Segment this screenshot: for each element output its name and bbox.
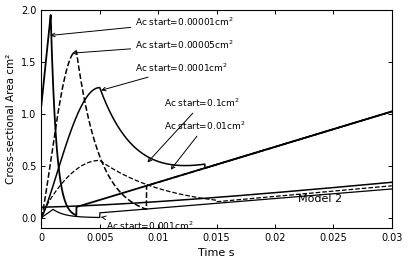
Text: Ac start=0.1cm$^2$: Ac start=0.1cm$^2$ xyxy=(148,97,240,162)
Text: Ac start=0.00001cm$^2$: Ac start=0.00001cm$^2$ xyxy=(51,16,234,37)
X-axis label: Time s: Time s xyxy=(198,248,235,258)
Text: Ac start=0.01cm$^2$: Ac start=0.01cm$^2$ xyxy=(164,120,246,169)
Text: Model 2: Model 2 xyxy=(298,194,342,204)
Text: Ac start=0.001cm$^2$: Ac start=0.001cm$^2$ xyxy=(102,216,193,232)
Y-axis label: Cross-sectional Area cm²: Cross-sectional Area cm² xyxy=(6,54,16,184)
Text: Ac start=0.00005cm$^2$: Ac start=0.00005cm$^2$ xyxy=(73,39,234,55)
Text: Ac start=0.0001cm$^2$: Ac start=0.0001cm$^2$ xyxy=(102,62,228,91)
